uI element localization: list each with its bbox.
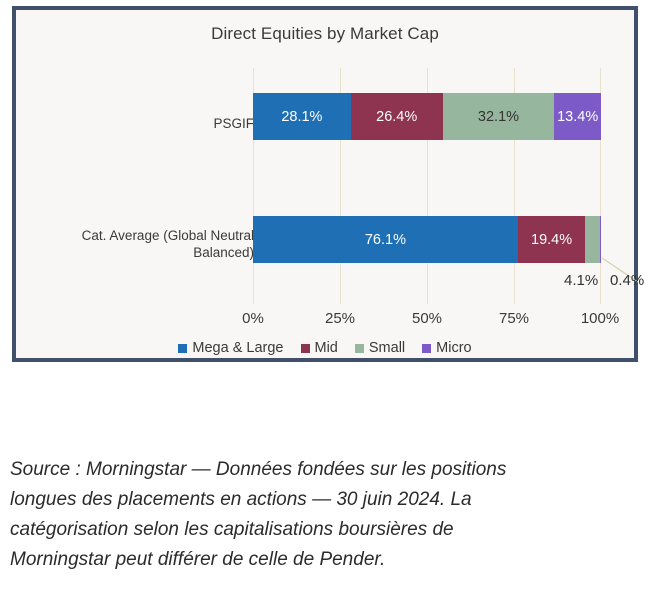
outside-value-small: 4.1%	[564, 272, 599, 289]
x-axis: 0% 25% 50% 75% 100%	[242, 310, 619, 332]
legend-label-mega-large: Mega & Large	[192, 340, 284, 356]
bar-segment-psgif-micro[interactable]: 13.4%	[554, 93, 601, 140]
bar-segment-psgif-mid[interactable]: 26.4%	[350, 93, 443, 140]
outside-value-micro: 0.4%	[610, 272, 645, 289]
legend-swatch-small-icon	[354, 343, 364, 353]
gridline-0	[253, 68, 254, 304]
category-label-cat-average: Cat. Average (Global Neutral Balanced)	[26, 227, 254, 261]
legend-label-small: Small	[368, 340, 406, 356]
legend-item-mega-large[interactable]: Mega & Large	[178, 340, 284, 356]
gridline-25	[340, 68, 341, 304]
legend-swatch-micro-icon	[422, 343, 432, 353]
bar-value-cat-average-mega-large: 76.1%	[364, 231, 406, 248]
legend-label-micro: Micro	[436, 340, 472, 356]
bar-segment-cat-average-mid[interactable]: 19.4%	[517, 216, 586, 263]
chart-frame: Direct Equities by Market Cap PSGIF Cat.…	[12, 6, 644, 362]
caption-line-3: catégorisation selon les capitalisations…	[10, 519, 454, 540]
chart-legend: Mega & Large Mid Small Micro	[16, 340, 634, 356]
x-tick-100: 100%	[580, 310, 620, 327]
legend-swatch-mega-large-icon	[178, 343, 188, 353]
plot-area: 28.1% 26.4% 32.1% 13.4% 76.1% 19.4% 4.1%	[253, 68, 601, 304]
bar-segment-cat-average-mega-large[interactable]: 76.1%	[253, 216, 518, 263]
bar-segment-cat-average-small[interactable]: 4.1%	[585, 216, 600, 263]
x-tick-25: 25%	[324, 310, 356, 327]
category-label-cat-average-line1: Cat. Average (Global Neutral	[81, 228, 254, 243]
bar-value-psgif-mid: 26.4%	[376, 108, 418, 125]
gridline-75	[514, 68, 515, 304]
category-label-psgif-line1: PSGIF	[213, 116, 254, 131]
caption-line-2: longues des placements en actions — 30 j…	[10, 489, 472, 510]
x-tick-0: 0%	[242, 310, 264, 327]
category-label-cat-average-line2: Balanced)	[193, 245, 254, 260]
x-tick-50: 50%	[411, 310, 443, 327]
gridline-50	[427, 68, 428, 304]
legend-item-small[interactable]: Small	[354, 340, 406, 356]
bar-segment-psgif-mega-large[interactable]: 28.1%	[253, 93, 351, 140]
legend-item-mid[interactable]: Mid	[300, 340, 338, 356]
source-caption: Source : Morningstar — Données fondées s…	[10, 455, 666, 575]
category-label-psgif: PSGIF	[26, 115, 254, 132]
legend-swatch-mid-icon	[300, 343, 310, 353]
x-tick-75: 75%	[498, 310, 530, 327]
bar-value-cat-average-mid: 19.4%	[531, 231, 573, 248]
bar-value-psgif-mega-large: 28.1%	[281, 108, 323, 125]
bar-value-psgif-micro: 13.4%	[557, 108, 599, 125]
chart-title: Direct Equities by Market Cap	[211, 24, 439, 43]
bar-cat-average: 76.1% 19.4% 4.1% 0.4%	[253, 216, 601, 263]
bar-segment-cat-average-micro[interactable]: 0.4%	[599, 216, 601, 263]
caption-line-1: Source : Morningstar — Données fondées s…	[10, 459, 507, 480]
bar-value-psgif-small: 32.1%	[477, 108, 520, 125]
gridline-100	[600, 68, 601, 304]
legend-item-micro[interactable]: Micro	[422, 340, 472, 356]
caption-line-4: Morningstar peut différer de celle de Pe…	[10, 549, 386, 570]
legend-label-mid: Mid	[314, 340, 338, 356]
bar-segment-psgif-small[interactable]: 32.1%	[442, 93, 555, 140]
bar-psgif: 28.1% 26.4% 32.1% 13.4%	[253, 93, 601, 140]
